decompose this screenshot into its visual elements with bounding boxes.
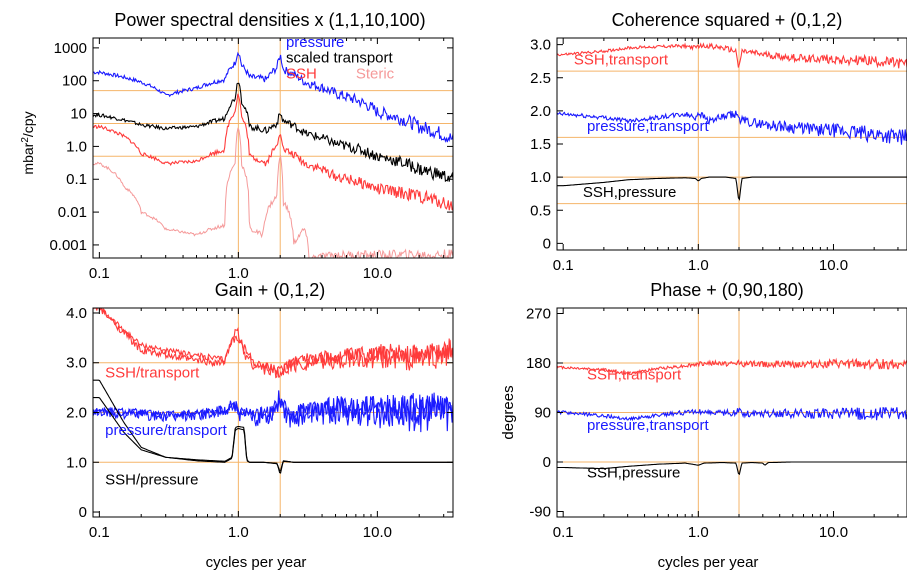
panel-4: 0.1 1.0 10.0 270 180 90 0 -90 Phase + (0,90,180)… (500, 280, 907, 571)
x-tick-label: 10.0 (819, 257, 848, 274)
series-line (557, 461, 907, 476)
x-tick-label: 1.0 (688, 257, 709, 274)
panel-1: 0.1 1.0 10.0 1000 100 10 1.0 0.1 0.01 0.001 Power … (20, 10, 454, 282)
x-tick-label: 0.1 (553, 257, 574, 274)
series-label: SSH/pressure (105, 472, 198, 489)
x-tick-label: 0.1 (89, 524, 110, 541)
panel-2: 0.1 1.0 10.0 3.0 2.5 2.0 1.5 1.0 0.5 0 Coherence s… (530, 10, 907, 274)
y-tick-label: 1.5 (530, 136, 551, 153)
series-label: SSH,pressure (583, 184, 676, 201)
y-tick-label: 2.0 (66, 405, 87, 422)
y-axis-label: mbar2/cpy (20, 111, 37, 174)
chart-title: Gain + (0,1,2) (215, 280, 326, 300)
series-label: pressure,transport (587, 118, 710, 135)
y-tick-label: 1.0 (66, 454, 87, 471)
series-line (93, 127, 453, 258)
y-tick-label: 180 (526, 355, 551, 372)
y-tick-label: 0 (543, 454, 551, 471)
x-tick-label: 0.1 (553, 524, 574, 541)
y-tick-label: 10 (70, 106, 87, 123)
series-label: SSH (286, 66, 317, 83)
series-line (93, 93, 453, 211)
y-tick-label: 0.01 (58, 204, 87, 221)
series-line (93, 308, 453, 375)
series-line (557, 406, 907, 422)
x-tick-label: 1.0 (688, 524, 709, 541)
y-tick-label: 2.0 (530, 103, 551, 120)
x-tick-label: 10.0 (363, 524, 392, 541)
y-axis-label: degrees (500, 385, 517, 439)
series-line (93, 51, 453, 143)
y-tick-label: 100 (62, 73, 87, 90)
series-label: SSH,pressure (587, 464, 680, 481)
series-label: pressure,transport (587, 417, 710, 434)
y-tick-label: 2.5 (530, 70, 551, 87)
y-tick-label: 0 (79, 504, 87, 521)
panel-3: 0.1 1.0 10.0 4.0 3.0 2.0 1.0 0 Gain + (0,1,2) cyc… (66, 280, 454, 571)
x-axis-label: cycles per year (658, 554, 759, 571)
series-line (93, 308, 453, 379)
x-axis-label: cycles per year (206, 554, 307, 571)
series-label: pressure (286, 34, 344, 51)
y-tick-label: 3.0 (66, 355, 87, 372)
y-tick-label: 1.0 (530, 169, 551, 186)
chart-title: Coherence squared + (0,1,2) (612, 10, 843, 30)
series-label: SSH/transport (105, 365, 200, 382)
y-tick-label: 1.0 (66, 138, 87, 155)
y-tick-label: 0.5 (530, 202, 551, 219)
y-tick-label: 0.001 (49, 237, 87, 254)
series-label: scaled transport (286, 49, 394, 66)
y-tick-label: 3.0 (530, 37, 551, 54)
series-line (557, 110, 907, 145)
series-line (557, 357, 907, 377)
x-tick-label: 0.1 (89, 265, 110, 282)
chart-title: Phase + (0,90,180) (650, 280, 804, 300)
series-line (93, 397, 453, 472)
y-tick-label: 270 (526, 306, 551, 323)
x-tick-label: 10.0 (819, 524, 848, 541)
series-label: pressure/transport (105, 422, 228, 439)
y-tick-label: -90 (529, 504, 551, 521)
chart-title: Power spectral densities x (1,1,10,100) (114, 10, 425, 30)
series-label: SSH,transport (587, 367, 682, 384)
y-tick-label: 90 (534, 405, 551, 422)
x-tick-label: 1.0 (228, 265, 249, 282)
plot-frame (92, 37, 454, 259)
x-tick-label: 10.0 (363, 265, 392, 282)
series-line (557, 176, 907, 201)
series-line (557, 42, 907, 69)
series-line (93, 390, 453, 433)
series-line (93, 82, 453, 183)
y-tick-label: 0 (543, 235, 551, 252)
y-tick-label: 4.0 (66, 305, 87, 322)
y-tick-label: 1000 (54, 40, 87, 57)
y-tick-label: 0.1 (66, 171, 87, 188)
x-tick-label: 1.0 (228, 524, 249, 541)
series-label: SSH,transport (574, 52, 669, 69)
plot-frame (556, 37, 907, 251)
series-label: Steric (356, 66, 395, 83)
